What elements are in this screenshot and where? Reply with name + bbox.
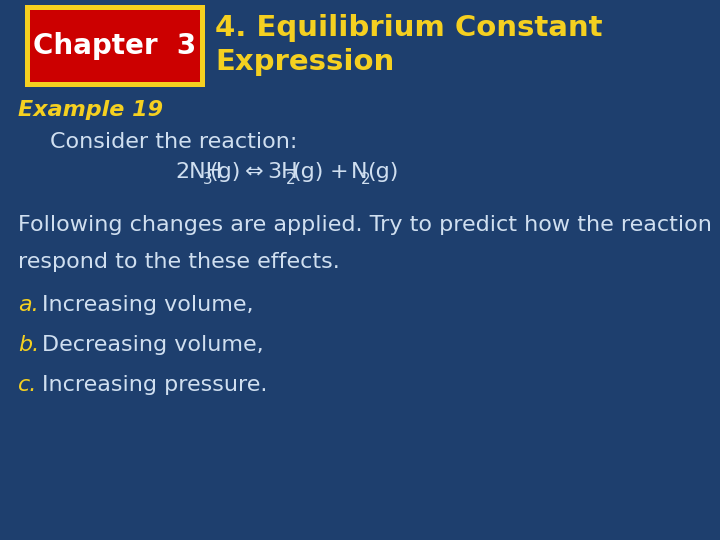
Text: (g): (g) (292, 162, 323, 182)
Text: Decreasing volume,: Decreasing volume, (42, 335, 264, 355)
Text: (g): (g) (209, 162, 240, 182)
Text: (g): (g) (367, 162, 398, 182)
FancyBboxPatch shape (30, 10, 200, 82)
FancyBboxPatch shape (25, 5, 205, 87)
Text: 3: 3 (203, 172, 212, 187)
Text: 2: 2 (361, 172, 370, 187)
Text: Increasing pressure.: Increasing pressure. (42, 375, 267, 395)
Text: a.: a. (18, 295, 39, 315)
Text: Increasing volume,: Increasing volume, (42, 295, 253, 315)
Text: b.: b. (18, 335, 40, 355)
Text: 2: 2 (286, 172, 296, 187)
Text: respond to the these effects.: respond to the these effects. (18, 252, 340, 272)
Text: c.: c. (18, 375, 37, 395)
Text: 2NH: 2NH (175, 162, 222, 182)
Text: Example 19: Example 19 (18, 100, 163, 120)
Text: N: N (351, 162, 368, 182)
Text: ⇔: ⇔ (245, 162, 264, 182)
Text: 3H: 3H (267, 162, 298, 182)
Text: Consider the reaction:: Consider the reaction: (50, 132, 297, 152)
Text: Following changes are applied. Try to predict how the reaction: Following changes are applied. Try to pr… (18, 215, 712, 235)
Text: Expression: Expression (215, 48, 395, 76)
Text: +: + (330, 162, 348, 182)
Text: Chapter  3: Chapter 3 (33, 32, 197, 60)
Text: 4. Equilibrium Constant: 4. Equilibrium Constant (215, 14, 603, 42)
